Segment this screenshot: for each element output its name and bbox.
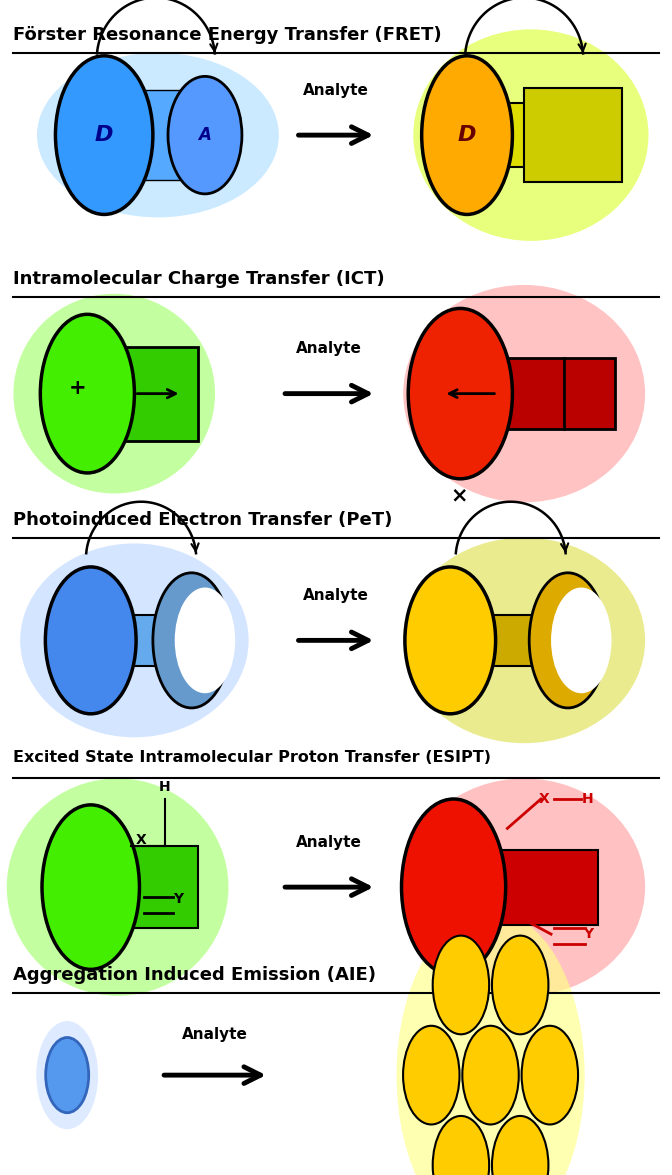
Circle shape xyxy=(433,1116,489,1175)
Circle shape xyxy=(492,935,548,1034)
Ellipse shape xyxy=(408,308,513,479)
Circle shape xyxy=(36,1021,98,1129)
Text: Analyte: Analyte xyxy=(303,589,369,603)
Text: A: A xyxy=(198,126,212,145)
Text: Analyte: Analyte xyxy=(296,342,362,356)
Ellipse shape xyxy=(421,55,512,214)
Ellipse shape xyxy=(20,543,249,738)
Ellipse shape xyxy=(403,286,645,503)
Text: Intramolecular Charge Transfer (ICT): Intramolecular Charge Transfer (ICT) xyxy=(13,270,385,288)
Text: Analyte: Analyte xyxy=(296,835,362,850)
FancyBboxPatch shape xyxy=(457,850,598,925)
Ellipse shape xyxy=(42,805,140,969)
Circle shape xyxy=(46,1038,89,1113)
Text: D: D xyxy=(458,125,476,146)
Ellipse shape xyxy=(153,573,230,707)
Ellipse shape xyxy=(55,55,153,214)
Ellipse shape xyxy=(405,568,496,713)
Text: ×: × xyxy=(450,485,468,506)
Ellipse shape xyxy=(37,53,279,217)
FancyBboxPatch shape xyxy=(87,347,198,441)
Text: +: + xyxy=(69,377,86,398)
Circle shape xyxy=(396,911,585,1175)
Ellipse shape xyxy=(551,588,612,693)
Circle shape xyxy=(521,1026,578,1124)
Text: D: D xyxy=(95,125,114,146)
Circle shape xyxy=(403,1026,460,1124)
Text: Förster Resonance Energy Transfer (FRET): Förster Resonance Energy Transfer (FRET) xyxy=(13,26,442,43)
FancyBboxPatch shape xyxy=(467,358,615,429)
Text: Photoinduced Electron Transfer (PeT): Photoinduced Electron Transfer (PeT) xyxy=(13,511,393,529)
Ellipse shape xyxy=(7,778,228,996)
Text: H: H xyxy=(159,780,171,794)
Circle shape xyxy=(433,935,489,1034)
Ellipse shape xyxy=(45,568,136,713)
Circle shape xyxy=(492,1116,548,1175)
Text: Y: Y xyxy=(173,892,183,906)
Text: X: X xyxy=(539,792,550,806)
Text: Aggregation Induced Emission (AIE): Aggregation Induced Emission (AIE) xyxy=(13,966,376,983)
Ellipse shape xyxy=(40,314,134,472)
Ellipse shape xyxy=(401,799,505,975)
Ellipse shape xyxy=(413,29,648,241)
Ellipse shape xyxy=(168,76,242,194)
Text: X: X xyxy=(136,833,146,847)
Circle shape xyxy=(462,1026,519,1124)
Text: H: H xyxy=(582,792,594,806)
Ellipse shape xyxy=(403,538,645,744)
Ellipse shape xyxy=(530,573,606,707)
Text: Excited State Intramolecular Proton Transfer (ESIPT): Excited State Intramolecular Proton Tran… xyxy=(13,750,491,765)
Text: Y: Y xyxy=(583,927,593,941)
FancyBboxPatch shape xyxy=(87,90,212,180)
FancyBboxPatch shape xyxy=(94,615,195,666)
FancyBboxPatch shape xyxy=(454,615,571,666)
Ellipse shape xyxy=(403,778,645,996)
Text: ×: × xyxy=(460,0,477,2)
Ellipse shape xyxy=(13,294,215,494)
FancyBboxPatch shape xyxy=(464,103,612,167)
Ellipse shape xyxy=(175,588,235,693)
FancyBboxPatch shape xyxy=(524,88,622,182)
Text: Analyte: Analyte xyxy=(182,1027,248,1041)
FancyBboxPatch shape xyxy=(94,846,198,928)
Text: Analyte: Analyte xyxy=(303,83,369,98)
